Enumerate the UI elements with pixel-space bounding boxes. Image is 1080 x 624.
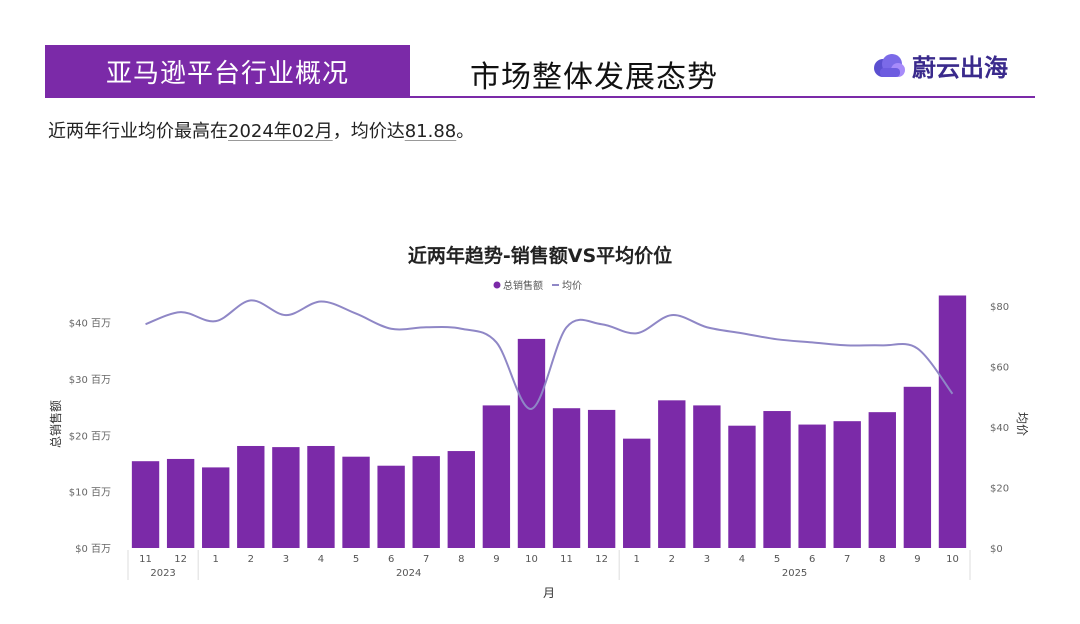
bar-sales bbox=[447, 451, 475, 548]
bar-sales bbox=[763, 411, 791, 548]
bar-sales bbox=[482, 405, 511, 548]
legend-label-avg-price: 均价 bbox=[562, 280, 582, 292]
bar-sales bbox=[237, 445, 265, 548]
section-label: 亚马逊平台行业概况 bbox=[45, 45, 410, 97]
bar-sales bbox=[307, 445, 335, 548]
y2-tick-label: $60 bbox=[990, 363, 1009, 374]
bar-sales bbox=[903, 386, 932, 548]
x-tick-label: 6 bbox=[809, 554, 815, 565]
bar-sales bbox=[202, 467, 230, 548]
summary-peak-month: 2024年02月 bbox=[228, 121, 333, 142]
page-title: 市场整体发展态势 bbox=[470, 60, 718, 95]
legend-marker-sales bbox=[493, 281, 501, 289]
x-tick-label: 12 bbox=[174, 554, 187, 565]
summary-peak-value: 81.88 bbox=[404, 121, 457, 142]
x-tick-label: 5 bbox=[774, 554, 780, 565]
x-tick-label: 5 bbox=[353, 554, 359, 565]
header-divider bbox=[45, 96, 1035, 98]
x-tick-label: 1 bbox=[213, 554, 219, 565]
y-axis-title: 总销售额 bbox=[48, 400, 63, 448]
x-year-label: 2025 bbox=[782, 568, 807, 579]
x-tick-label: 4 bbox=[739, 554, 745, 565]
bar-sales bbox=[552, 408, 581, 548]
summary-prefix: 近两年行业均价最高在 bbox=[48, 121, 228, 142]
bar-sales bbox=[938, 295, 967, 548]
y-tick-label: $0 百万 bbox=[75, 543, 111, 555]
y-tick-label: $30 百万 bbox=[69, 374, 111, 386]
x-tick-label: 11 bbox=[560, 554, 573, 565]
x-tick-label: 8 bbox=[879, 554, 885, 565]
summary-text: 近两年行业均价最高在2024年02月，均价达81.88。 bbox=[48, 117, 474, 143]
x-tick-label: 10 bbox=[525, 554, 538, 565]
summary-suffix: 。 bbox=[456, 121, 475, 142]
logo: 蔚云出海 bbox=[872, 48, 1008, 83]
bar-sales bbox=[798, 424, 826, 548]
x-axis-title: 月 bbox=[543, 586, 555, 600]
x-tick-label: 7 bbox=[423, 554, 429, 565]
x-tick-label: 3 bbox=[704, 554, 710, 565]
x-tick-label: 3 bbox=[283, 554, 289, 565]
y2-tick-label: $20 bbox=[990, 484, 1009, 495]
bar-sales bbox=[658, 400, 686, 548]
bar-sales bbox=[693, 405, 721, 548]
x-tick-label: 2 bbox=[669, 554, 675, 565]
x-tick-label: 12 bbox=[595, 554, 608, 565]
x-tick-label: 1 bbox=[634, 554, 640, 565]
bar-sales bbox=[587, 409, 616, 548]
y2-tick-label: $80 bbox=[990, 302, 1009, 313]
logo-text: 蔚云出海 bbox=[912, 54, 1008, 82]
x-tick-label: 2 bbox=[248, 554, 254, 565]
x-tick-label: 8 bbox=[458, 554, 464, 565]
summary-middle: ，均价达 bbox=[332, 121, 405, 142]
x-tick-label: 9 bbox=[493, 554, 499, 565]
legend-label-sales: 总销售额 bbox=[503, 279, 543, 292]
bar-sales bbox=[412, 456, 440, 548]
x-year-label: 2023 bbox=[150, 568, 175, 579]
bar-sales bbox=[833, 421, 861, 548]
bar-sales bbox=[272, 447, 300, 548]
line-avg-price bbox=[145, 299, 954, 410]
y2-axis-title: 均价 bbox=[1015, 412, 1029, 436]
bar-sales bbox=[377, 465, 405, 548]
x-tick-label: 6 bbox=[388, 554, 394, 565]
bar-sales bbox=[623, 438, 651, 548]
x-tick-label: 4 bbox=[318, 554, 324, 565]
x-tick-label: 7 bbox=[844, 554, 850, 565]
x-year-label: 2024 bbox=[396, 568, 421, 579]
y-tick-label: $40 百万 bbox=[69, 318, 111, 330]
y2-tick-label: $40 bbox=[990, 423, 1009, 434]
bar-sales bbox=[342, 456, 370, 548]
y-tick-label: $10 百万 bbox=[69, 487, 111, 499]
bar-sales bbox=[166, 458, 195, 548]
bar-sales bbox=[728, 425, 756, 548]
chart-title: 近两年趋势-销售额VS平均价位 bbox=[408, 244, 672, 267]
bar-sales bbox=[868, 412, 896, 548]
x-tick-label: 10 bbox=[946, 554, 959, 565]
bar-sales bbox=[131, 461, 160, 548]
y-tick-label: $20 百万 bbox=[69, 430, 111, 442]
x-tick-label: 9 bbox=[914, 554, 920, 565]
cloud-logo-icon bbox=[874, 53, 905, 77]
x-tick-label: 11 bbox=[139, 554, 152, 565]
bar-sales bbox=[517, 338, 546, 548]
y2-tick-label: $0 bbox=[990, 544, 1003, 555]
